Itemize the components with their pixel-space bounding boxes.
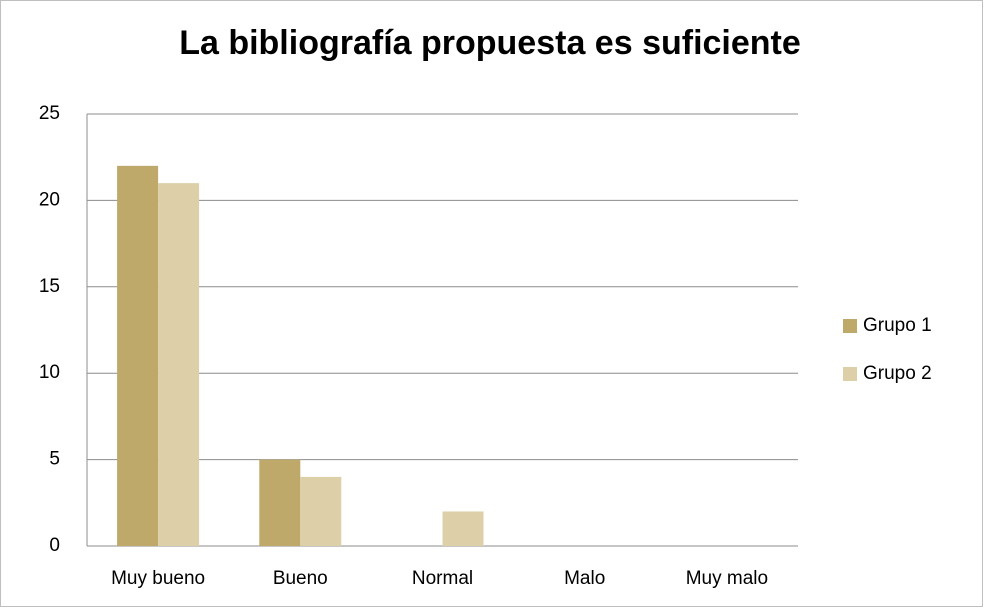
legend-label: Grupo 1 [863, 315, 932, 336]
y-tick-label: 5 [49, 449, 60, 470]
y-tick-label: 25 [39, 103, 60, 124]
y-tick-label: 0 [49, 535, 60, 556]
y-tick-label: 15 [39, 276, 60, 297]
bar [117, 165, 159, 546]
legend-swatch [843, 367, 857, 381]
bar [158, 183, 200, 546]
x-tick-label: Normal [412, 568, 473, 589]
legend-swatch [843, 319, 857, 333]
x-tick-label: Malo [564, 568, 605, 589]
legend-label: Grupo 2 [863, 363, 932, 384]
bar [259, 459, 301, 546]
y-tick-label: 10 [39, 362, 60, 383]
x-tick-label: Muy bueno [111, 568, 205, 589]
x-tick-label: Bueno [273, 568, 328, 589]
bar [442, 511, 484, 546]
x-tick-label: Muy malo [686, 568, 768, 589]
bar [300, 476, 342, 546]
chart-title: La bibliografía propuesta es suficiente [179, 24, 801, 62]
y-tick-label: 20 [39, 189, 60, 210]
